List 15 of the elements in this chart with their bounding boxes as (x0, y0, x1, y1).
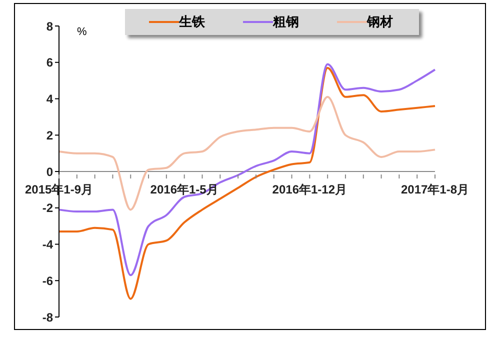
y-tick-label: -4 (42, 238, 54, 252)
y-tick-label: 8 (46, 19, 54, 34)
y-axis-title: % (77, 26, 87, 38)
x-tick-label: 2016年1-12月 (272, 182, 348, 196)
y-tick-label: -2 (42, 201, 54, 216)
legend-label: 粗钢 (273, 13, 299, 31)
y-tick-label: -8 (42, 310, 54, 324)
legend-label: 生铁 (179, 13, 205, 31)
y-tick-label: -6 (42, 274, 54, 288)
y-tick-label: 2 (46, 128, 54, 142)
y-tick-label: 0 (46, 164, 54, 179)
legend-label: 钢材 (367, 13, 393, 31)
y-tick-label: 4 (46, 92, 54, 106)
x-tick-label: 2017年1-8月 (400, 182, 470, 196)
y-tick-label: 6 (46, 56, 54, 70)
